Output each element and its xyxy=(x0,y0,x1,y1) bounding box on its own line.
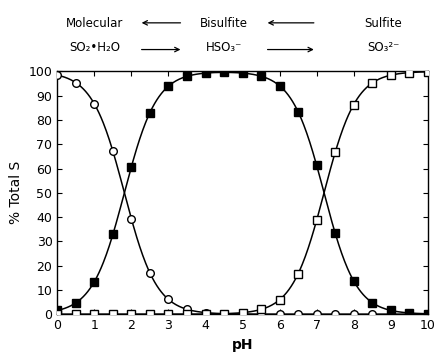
Text: SO₂•H₂O: SO₂•H₂O xyxy=(69,41,120,54)
X-axis label: pH: pH xyxy=(232,338,253,352)
Y-axis label: % Total S: % Total S xyxy=(9,161,23,225)
Text: HSO₃⁻: HSO₃⁻ xyxy=(206,41,242,54)
Text: Molecular: Molecular xyxy=(66,17,123,30)
Text: SO₃²⁻: SO₃²⁻ xyxy=(367,41,400,54)
Text: Bisulfite: Bisulfite xyxy=(200,17,248,30)
Text: Sulfite: Sulfite xyxy=(364,17,402,30)
